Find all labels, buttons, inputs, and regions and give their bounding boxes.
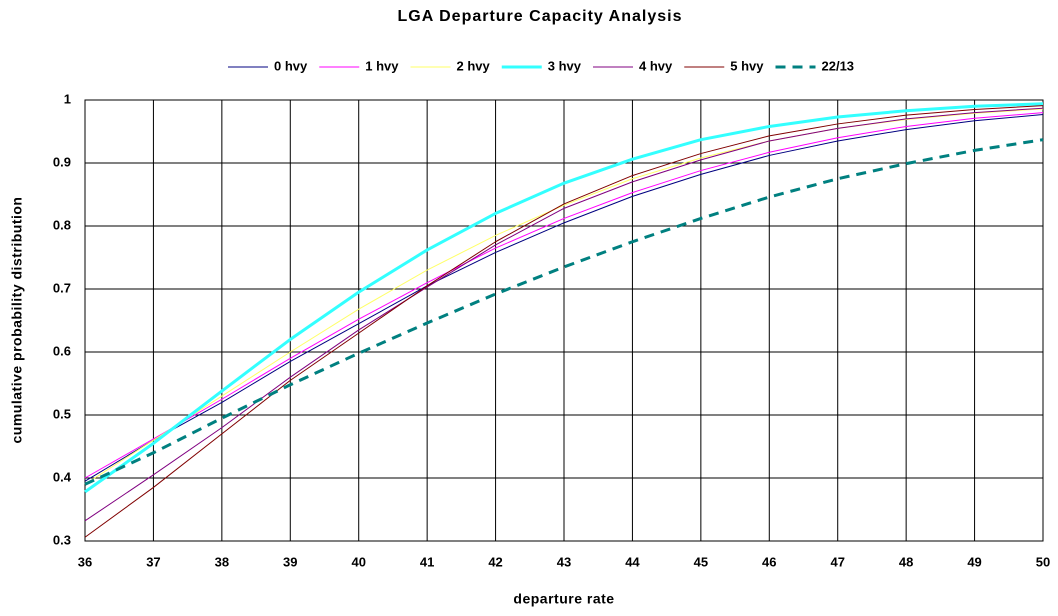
- legend-label: 22/13: [822, 58, 855, 73]
- x-tick-label: 41: [420, 554, 434, 569]
- y-tick-label: 0.8: [53, 217, 71, 232]
- x-tick-label: 44: [625, 554, 640, 569]
- x-tick-label: 49: [967, 554, 981, 569]
- x-axis-title: departure rate: [513, 591, 614, 607]
- y-tick-label: 0.5: [53, 406, 71, 421]
- legend-label: 0 hvy: [274, 58, 308, 73]
- series-line: [84, 113, 1044, 482]
- legend-label: 3 hvy: [548, 58, 582, 73]
- series-line: [84, 105, 1044, 538]
- x-tick-label: 43: [557, 554, 571, 569]
- x-tick-label: 38: [215, 554, 229, 569]
- x-tick-label: 37: [146, 554, 160, 569]
- legend-label: 1 hvy: [365, 58, 399, 73]
- y-tick-label: 0.6: [53, 343, 71, 358]
- legend-label: 5 hvy: [730, 58, 764, 73]
- x-tick-label: 45: [694, 554, 708, 569]
- series-line: [84, 107, 1044, 522]
- x-tick-label: 36: [78, 554, 92, 569]
- x-tick-label: 40: [351, 554, 365, 569]
- x-tick-label: 50: [1036, 554, 1050, 569]
- series-line: [84, 138, 1044, 486]
- y-tick-label: 0.7: [53, 280, 71, 295]
- x-tick-label: 39: [283, 554, 297, 569]
- legend-label: 2 hvy: [457, 58, 491, 73]
- y-tick-label: 0.4: [53, 469, 72, 484]
- series-line: [84, 102, 1044, 494]
- x-tick-label: 42: [488, 554, 502, 569]
- x-tick-label: 48: [899, 554, 913, 569]
- y-tick-label: 1: [64, 91, 71, 106]
- y-tick-label: 0.9: [53, 154, 71, 169]
- legend-label: 4 hvy: [639, 58, 673, 73]
- series-line: [84, 112, 1044, 479]
- x-tick-label: 46: [762, 554, 776, 569]
- y-axis-title: cumulative probability distribution: [9, 197, 25, 444]
- x-tick-label: 47: [830, 554, 844, 569]
- chart-title: LGA Departure Capacity Analysis: [397, 8, 682, 25]
- y-tick-label: 0.3: [53, 532, 71, 547]
